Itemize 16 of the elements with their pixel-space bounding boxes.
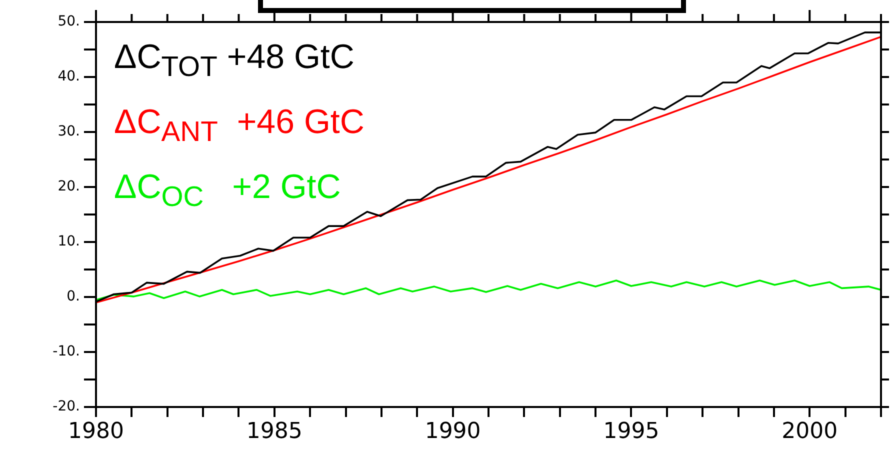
y-tick-label: 0.: [66, 288, 80, 305]
y-tick-label: 50.: [58, 14, 80, 30]
y-tick-label: 20.: [58, 178, 80, 195]
x-tick-label: 1990: [424, 418, 481, 444]
legend-label: ΔC$_{TOT}$ +48 GtC: [114, 37, 356, 85]
y-tick-label: 40.: [58, 68, 80, 85]
y-tick-label: 10.: [58, 234, 80, 250]
x-tick-label: 1980: [68, 418, 124, 444]
y-tick-label: -20.: [52, 398, 80, 415]
y-tick-label: 30.: [58, 124, 80, 140]
x-tick-label: 2000: [782, 418, 838, 444]
text: ΔC$_{OC}$ +2 GtC: [114, 166, 342, 214]
text: ΔC$_{ANT}$ +46 GtC: [114, 102, 364, 150]
x-tick-label: 1995: [603, 418, 660, 444]
x-tick-label: 1985: [246, 418, 302, 444]
y-tick-label: -10.: [52, 344, 80, 360]
